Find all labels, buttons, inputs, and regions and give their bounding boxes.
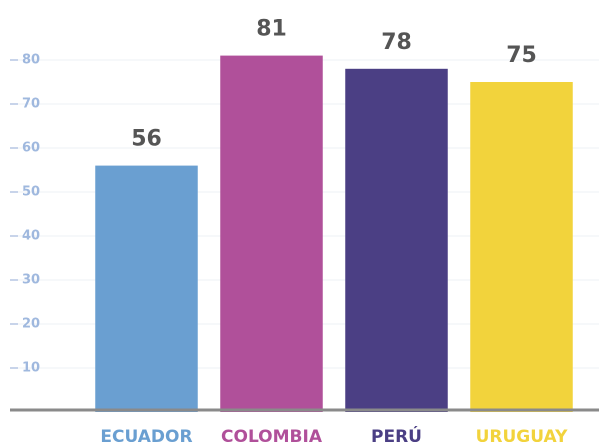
- x-tick-label: URUGUAY: [476, 427, 568, 447]
- bar: [470, 82, 573, 412]
- y-tick-label: 30: [22, 273, 40, 288]
- x-tick-label: COLOMBIA: [221, 427, 323, 447]
- x-tick-label: PERÚ: [371, 425, 422, 447]
- value-label: 75: [506, 43, 537, 68]
- value-label: 81: [256, 17, 287, 42]
- y-tick-label: 20: [22, 317, 40, 332]
- value-label: 56: [131, 127, 162, 152]
- y-tick-label: 10: [22, 361, 40, 376]
- bar: [345, 68, 448, 413]
- y-tick-label: 50: [22, 185, 40, 200]
- x-tick-label: ECUADOR: [100, 427, 192, 447]
- y-tick-label: 70: [22, 97, 40, 112]
- y-tick-label: 80: [22, 53, 40, 68]
- y-tick-label: 60: [22, 141, 40, 156]
- bar: [95, 165, 198, 412]
- y-tick-label: 40: [22, 229, 40, 244]
- bar: [220, 55, 323, 412]
- value-label: 78: [381, 30, 412, 55]
